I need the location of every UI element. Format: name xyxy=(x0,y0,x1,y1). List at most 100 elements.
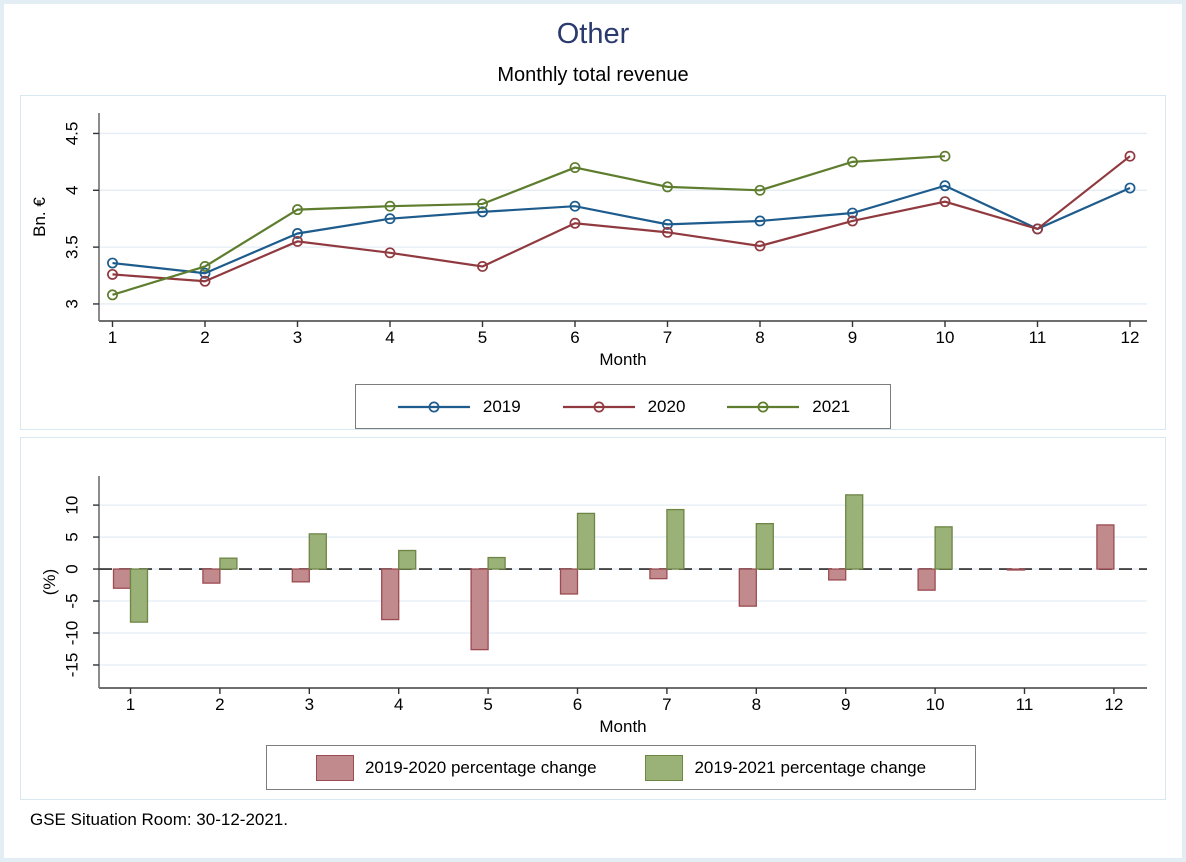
legend-entry-2019-2021-change: 2019-2021 percentage change xyxy=(645,754,927,781)
bar-2019-2020 percentage change xyxy=(738,568,757,607)
data-point-marker-2020 xyxy=(477,260,488,272)
data-point-marker-2019 xyxy=(662,218,673,230)
data-point-marker-2019 xyxy=(847,207,858,219)
y-tick-label: 3.5 xyxy=(62,235,81,259)
data-point-marker-2019 xyxy=(107,257,118,269)
data-point-marker-2020 xyxy=(199,275,211,287)
line-marker-swatch-icon xyxy=(562,401,635,412)
x-tick-label: 5 xyxy=(478,328,487,347)
data-point-marker-2020 xyxy=(569,217,581,229)
bar-2019-2020 percentage change xyxy=(1006,568,1026,571)
legend-label: 2021 xyxy=(812,396,851,416)
y-axis-title: Bn. € xyxy=(30,197,49,237)
y-tick-label: -5 xyxy=(62,593,81,608)
data-point-marker-2021 xyxy=(754,184,766,196)
bar-2019-2020 percentage change xyxy=(649,568,668,580)
y-tick-label: 3 xyxy=(62,299,81,308)
series-line-2020 xyxy=(112,155,1131,283)
data-point-marker-2021 xyxy=(292,204,303,216)
x-tick-label: 8 xyxy=(752,695,761,714)
data-point-marker-2020 xyxy=(1032,223,1043,235)
legend-entry-2021: 2021 xyxy=(725,397,850,417)
data-point-marker-2020 xyxy=(384,247,396,259)
data-point-marker-2020 xyxy=(847,215,858,227)
y-tick-label: 4 xyxy=(62,186,81,195)
data-point-marker-2019 xyxy=(384,213,396,225)
bar-2019-2020 percentage change xyxy=(828,568,847,581)
bar-2019-2020 percentage change xyxy=(202,568,221,584)
y-tick-label: 10 xyxy=(62,496,81,515)
x-tick-label: 3 xyxy=(293,328,302,347)
bar-2019-2020 percentage change xyxy=(1096,524,1115,570)
data-point-marker-2019 xyxy=(199,267,211,279)
y-tick-label: -10 xyxy=(62,621,81,646)
chart-title: Other xyxy=(556,18,630,50)
x-axis-title: Month xyxy=(599,717,646,736)
legend-entry-2020: 2020 xyxy=(561,396,686,417)
x-tick-label: 1 xyxy=(108,328,117,347)
bar-2019-2021 percentage change xyxy=(487,556,506,570)
x-tick-label: 9 xyxy=(848,328,857,347)
y-tick-label: 5 xyxy=(62,532,81,541)
bar-swatch-icon xyxy=(645,754,684,781)
bar-swatch-icon xyxy=(315,754,354,781)
data-point-marker-2021 xyxy=(107,289,118,301)
y-axis-title: (%) xyxy=(40,569,59,595)
x-tick-label: 1 xyxy=(126,695,135,714)
x-tick-label: 5 xyxy=(483,695,492,714)
x-tick-label: 11 xyxy=(1029,328,1047,347)
line-chart-legend: 2019 2020 2021 xyxy=(355,384,891,429)
x-tick-label: 11 xyxy=(1016,695,1034,714)
legend-label: 2019-2021 percentage change xyxy=(694,757,927,777)
data-point-marker-2020 xyxy=(754,240,766,252)
data-point-marker-2020 xyxy=(107,268,118,280)
bar-2019-2021 percentage change xyxy=(755,522,774,570)
x-tick-label: 2 xyxy=(215,695,224,714)
legend-label: 2020 xyxy=(647,396,686,416)
x-axis-title: Month xyxy=(599,350,646,369)
bar-2019-2020 percentage change xyxy=(381,568,400,621)
bar-2019-2021 percentage change xyxy=(845,494,864,570)
bar-2019-2020 percentage change xyxy=(917,568,936,591)
bar-2019-2021 percentage change xyxy=(666,508,685,570)
chart-subtitle: Monthly total revenue xyxy=(497,64,689,86)
x-tick-label: 3 xyxy=(305,695,314,714)
source-note: GSE Situation Room: 30-12-2021. xyxy=(30,810,288,829)
data-point-marker-2020 xyxy=(1124,150,1136,162)
x-tick-label: 12 xyxy=(1104,695,1123,714)
bar-2019-2020 percentage change xyxy=(559,568,579,595)
x-tick-label: 10 xyxy=(926,695,945,714)
data-point-marker-2020 xyxy=(292,235,303,247)
data-point-marker-2019 xyxy=(477,206,488,218)
legend-label: 2019 xyxy=(482,396,521,416)
legend-label: 2019-2020 percentage change xyxy=(364,757,597,777)
bar-chart-legend: 2019-2020 percentage change 2019-2021 pe… xyxy=(266,745,976,790)
data-point-marker-2019 xyxy=(292,228,303,239)
y-tick-label: 4.5 xyxy=(62,122,81,146)
line-marker-swatch-icon xyxy=(397,401,470,412)
x-tick-label: 10 xyxy=(936,328,955,347)
legend-entry-2019-2020-change: 2019-2020 percentage change xyxy=(315,754,597,781)
bar-2019-2021 percentage change xyxy=(219,557,238,570)
x-tick-label: 6 xyxy=(570,328,579,347)
series-line-2021 xyxy=(112,155,946,296)
series-line-2019 xyxy=(112,184,1131,275)
data-point-marker-2020 xyxy=(939,196,951,208)
data-point-marker-2021 xyxy=(569,162,581,174)
data-point-marker-2021 xyxy=(384,200,396,212)
data-point-marker-2019 xyxy=(1124,182,1136,194)
data-point-marker-2021 xyxy=(939,150,951,162)
data-point-marker-2020 xyxy=(662,226,673,238)
x-tick-label: 8 xyxy=(755,328,764,347)
y-tick-label: -15 xyxy=(62,653,81,678)
x-tick-label: 12 xyxy=(1121,328,1140,347)
legend-entry-2019: 2019 xyxy=(396,397,521,417)
x-tick-label: 2 xyxy=(200,328,209,347)
x-tick-label: 6 xyxy=(573,695,582,714)
bar-2019-2021 percentage change xyxy=(129,568,149,623)
bar-2019-2021 percentage change xyxy=(398,549,417,570)
data-point-marker-2021 xyxy=(847,156,858,168)
data-point-marker-2021 xyxy=(477,198,488,210)
